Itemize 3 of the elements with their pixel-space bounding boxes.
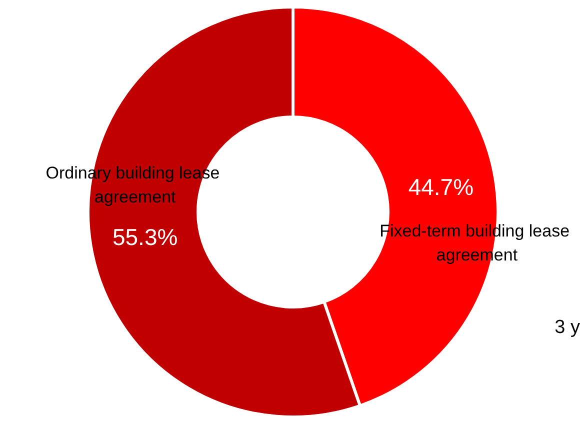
- data-label: 55.3%: [112, 224, 178, 250]
- data-label: 44.7%: [408, 174, 474, 200]
- text: 3 y: [554, 317, 580, 338]
